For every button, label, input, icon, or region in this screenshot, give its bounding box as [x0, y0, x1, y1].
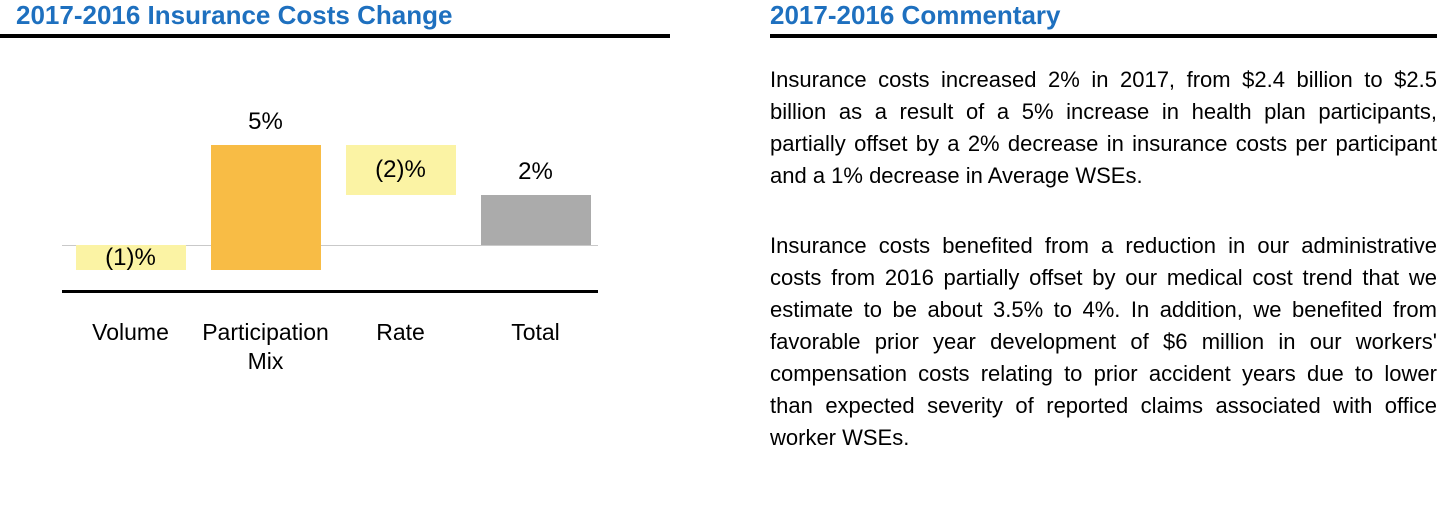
chart-bar-total — [480, 195, 591, 245]
chart-category-label: Participation Mix — [202, 319, 329, 374]
commentary-paragraph: Insurance costs benefited from a reducti… — [770, 233, 1437, 450]
commentary-text: Insurance costs increased 2% in 2017, fr… — [770, 64, 1437, 492]
chart-x-axis-line — [62, 290, 598, 293]
chart-zero-line — [62, 245, 598, 246]
chart-bar-volume — [75, 245, 186, 270]
commentary-title-underline — [770, 34, 1437, 38]
chart-value-label: (2)% — [375, 156, 426, 183]
chart-bar-participation-mix — [210, 145, 321, 270]
commentary-paragraph: Insurance costs increased 2% in 2017, fr… — [770, 67, 1437, 188]
chart-category-label: Volume — [92, 319, 169, 345]
chart-value-label: (1)% — [105, 243, 156, 271]
chart-category-label: Rate — [376, 319, 425, 345]
chart-title: 2017-2016 Insurance Costs Change — [16, 0, 453, 30]
chart-value-label: 5% — [248, 108, 283, 135]
chart-category-label: Total — [511, 319, 560, 345]
chart-value-label: 2% — [518, 158, 553, 185]
chart-bar-rate — [345, 145, 456, 195]
waterfall-chart: (1)% Volume 5% Participation Mix (2)% Rate 2% T… — [0, 40, 670, 420]
chart-bars-layer: (1)% Volume 5% Participation Mix (2)% Rate 2% T… — [0, 40, 670, 420]
commentary-title: 2017-2016 Commentary — [770, 0, 1061, 30]
chart-title-underline — [0, 34, 670, 38]
